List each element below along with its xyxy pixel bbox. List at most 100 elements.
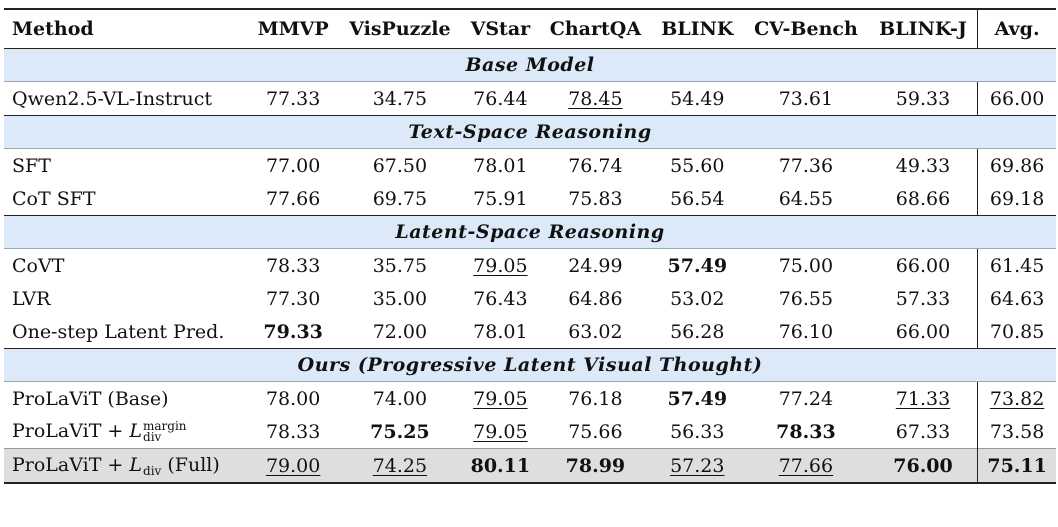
value-cell: 67.33: [869, 415, 978, 449]
value-text: 66.00: [895, 254, 951, 277]
value-text: 79.05: [473, 254, 528, 277]
value-text: 61.45: [989, 254, 1045, 277]
table-row: CoT SFT 77.66 69.75 75.91 75.83 56.54 64.55 68.…: [4, 182, 1056, 216]
value-text: 56.54: [670, 187, 725, 210]
table-body: Base Model Qwen2.5-VL-Instruct 77.33 34.75 7…: [4, 48, 1056, 484]
value-cell: 24.99: [539, 249, 651, 283]
value-text: 69.86: [989, 154, 1045, 177]
value-text: 56.33: [670, 420, 725, 443]
loss-scripts: div: [143, 456, 161, 477]
value-cell: 72.00: [338, 315, 461, 349]
value-text: 79.33: [263, 320, 323, 343]
header-blink: BLINK: [651, 8, 744, 49]
value-text: 71.33: [895, 387, 951, 410]
value-text: 76.55: [778, 287, 834, 310]
table-row: Qwen2.5-VL-Instruct 77.33 34.75 76.44 78.45 5…: [4, 81, 1056, 116]
value-cell: 59.33: [869, 82, 978, 116]
method-name: SFT: [12, 154, 51, 177]
value-text: 76.44: [473, 87, 528, 110]
value-cell: 78.99: [539, 448, 652, 484]
value-text: 77.66: [778, 454, 834, 477]
method-name: ProLaViT +: [12, 420, 130, 442]
value-cell: 76.74: [539, 149, 651, 183]
value-cell: 63.02: [539, 315, 651, 349]
value-text: 78.01: [473, 320, 528, 343]
value-text: 59.33: [895, 87, 951, 110]
value-cell: 66.00: [977, 81, 1056, 116]
value-text: 66.00: [895, 320, 951, 343]
value-cell: 76.10: [743, 315, 869, 349]
loss-symbol: L: [129, 454, 143, 477]
value-text: 64.86: [568, 287, 623, 310]
section-header-row: Base Model: [4, 48, 1056, 82]
value-cell: 69.18: [977, 182, 1056, 216]
section-header-row: Text-Space Reasoning: [4, 115, 1056, 149]
value-text: 56.28: [670, 320, 725, 343]
value-text: 79.05: [473, 387, 528, 410]
value-text: 77.66: [265, 187, 321, 210]
value-text: 74.25: [372, 454, 428, 477]
value-cell: 79.00: [248, 448, 339, 484]
value-text: 76.00: [893, 454, 953, 477]
value-text: 34.75: [372, 87, 428, 110]
loss-subscript: div: [143, 463, 162, 478]
value-cell: 79.05: [461, 382, 539, 416]
value-text: 76.43: [473, 287, 528, 310]
value-cell: 53.02: [652, 282, 744, 315]
value-cell: 56.33: [652, 415, 744, 449]
value-cell: 34.75: [338, 82, 461, 116]
value-text: 77.00: [265, 154, 321, 177]
value-cell: 79.05: [461, 415, 539, 449]
value-text: 78.33: [265, 420, 321, 443]
value-text: 76.18: [568, 387, 623, 410]
value-cell: 78.01: [461, 149, 539, 183]
value-text: 78.99: [565, 454, 626, 477]
value-cell: 66.00: [869, 315, 978, 349]
value-text: 75.91: [473, 187, 528, 210]
value-cell: 73.61: [743, 82, 869, 116]
value-text: 68.66: [895, 187, 951, 210]
header-vstar: VStar: [461, 8, 540, 49]
header-chartqa: ChartQA: [539, 8, 652, 49]
value-cell: 80.11: [461, 448, 540, 484]
header-row: Method MMVP VisPuzzle VStar ChartQA BLIN…: [4, 8, 1056, 49]
value-cell: 75.00: [743, 249, 869, 283]
value-text: 73.82: [989, 387, 1045, 410]
value-text: 75.00: [778, 254, 834, 277]
value-cell: 35.75: [338, 249, 461, 283]
value-text: 77.33: [265, 87, 321, 110]
method-name: ProLaViT +: [12, 454, 130, 477]
value-text: 57.33: [895, 287, 951, 310]
value-text: 78.33: [265, 254, 321, 277]
value-text: 67.33: [895, 420, 951, 443]
method-cell: Qwen2.5-VL-Instruct: [4, 82, 248, 116]
value-text: 64.55: [778, 187, 834, 210]
value-cell: 56.54: [652, 182, 744, 216]
value-text: 75.11: [987, 454, 1047, 477]
value-text: 78.45: [568, 87, 623, 110]
value-cell: 57.23: [651, 448, 744, 484]
value-text: 78.33: [776, 420, 836, 443]
value-text: 75.66: [568, 420, 623, 443]
method-cell: ProLaViT (Base): [4, 382, 248, 416]
value-cell: 56.28: [652, 315, 744, 349]
value-cell: 57.49: [652, 382, 744, 416]
value-text: 77.24: [778, 387, 834, 410]
value-text: 70.85: [989, 320, 1045, 343]
table-row: CoVT 78.33 35.75 79.05 24.99 57.49 75.00 66.00 6…: [4, 248, 1056, 283]
value-text: 74.00: [372, 387, 428, 410]
value-text: 79.05: [473, 420, 528, 443]
value-text: 49.33: [895, 154, 951, 177]
value-cell: 79.05: [461, 249, 539, 283]
value-cell: 64.55: [743, 182, 869, 216]
method-cell: LVR: [4, 282, 248, 315]
value-text: 78.00: [265, 387, 321, 410]
header-vispuzzle: VisPuzzle: [338, 8, 462, 49]
value-cell: 77.00: [248, 149, 338, 183]
value-cell: 75.83: [539, 182, 651, 216]
value-cell: 69.86: [977, 148, 1056, 182]
value-cell: 74.00: [338, 382, 461, 416]
